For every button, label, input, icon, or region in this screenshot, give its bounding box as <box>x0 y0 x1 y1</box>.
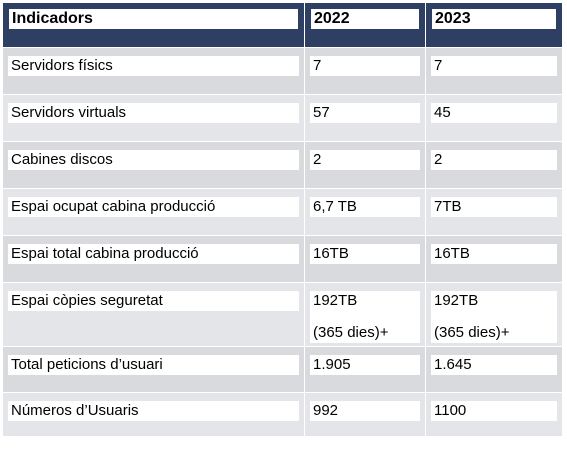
value-2023: 7 <box>431 56 557 76</box>
value-2023: 1.645 <box>431 355 557 375</box>
header-cell: 2022 <box>304 2 426 48</box>
value-2023-main: 192TB <box>434 292 479 309</box>
indicators-table: Indicadors 2022 2023 Servidors físics 7 … <box>2 2 563 437</box>
table-header-row: Indicadors 2022 2023 <box>2 2 563 48</box>
value-2022-note: (365 dies)+ <box>313 324 389 341</box>
header-2023: 2023 <box>432 9 556 29</box>
row-label: Espai total cabina producció <box>8 244 299 264</box>
value-2022: 16TB <box>310 244 420 264</box>
row-label: Servidors virtuals <box>8 103 299 123</box>
row-label: Espai ocupat cabina producció <box>8 197 299 217</box>
header-indicadors: Indicadors <box>9 9 298 29</box>
value-2023: 45 <box>431 103 557 123</box>
value-2022: 7 <box>310 56 420 76</box>
value-2023: 2 <box>431 150 557 170</box>
table-row: Servidors virtuals 57 45 <box>2 94 563 142</box>
table-row: Espai total cabina producció 16TB 16TB <box>2 235 563 283</box>
value-2022: 992 <box>310 401 420 421</box>
value-2022-main: 192TB <box>313 292 358 309</box>
table-row: Cabines discos 2 2 <box>2 141 563 189</box>
table-row: Servidors físics 7 7 <box>2 47 563 95</box>
table-row: Total peticions d’usuari 1.905 1.645 <box>2 346 563 393</box>
value-2023: 1100 <box>431 401 557 421</box>
value-2022: 2 <box>310 150 420 170</box>
value-2023: 7TB <box>431 197 557 217</box>
row-label: Cabines discos <box>8 150 299 170</box>
row-label: Números d’Usuaris <box>8 401 299 421</box>
header-cell: Indicadors <box>2 2 305 48</box>
value-2022: 6,7 TB <box>310 197 420 217</box>
row-label: Servidors físics <box>8 56 299 76</box>
value-2022: 1.905 <box>310 355 420 375</box>
table-row: Números d’Usuaris 992 1100 <box>2 392 563 437</box>
value-2022: 192TB (365 dies)+ <box>310 291 420 343</box>
value-2023: 16TB <box>431 244 557 264</box>
row-label: Espai còpies seguretat <box>8 291 299 311</box>
value-2022: 57 <box>310 103 420 123</box>
header-2022: 2022 <box>311 9 419 29</box>
header-cell: 2023 <box>425 2 563 48</box>
table-row: Espai còpies seguretat 192TB (365 dies)+… <box>2 282 563 347</box>
value-2023: 192TB (365 dies)+ <box>431 291 557 343</box>
table-row: Espai ocupat cabina producció 6,7 TB 7TB <box>2 188 563 236</box>
row-label: Total peticions d’usuari <box>8 355 299 375</box>
value-2023-note: (365 dies)+ <box>434 324 510 341</box>
